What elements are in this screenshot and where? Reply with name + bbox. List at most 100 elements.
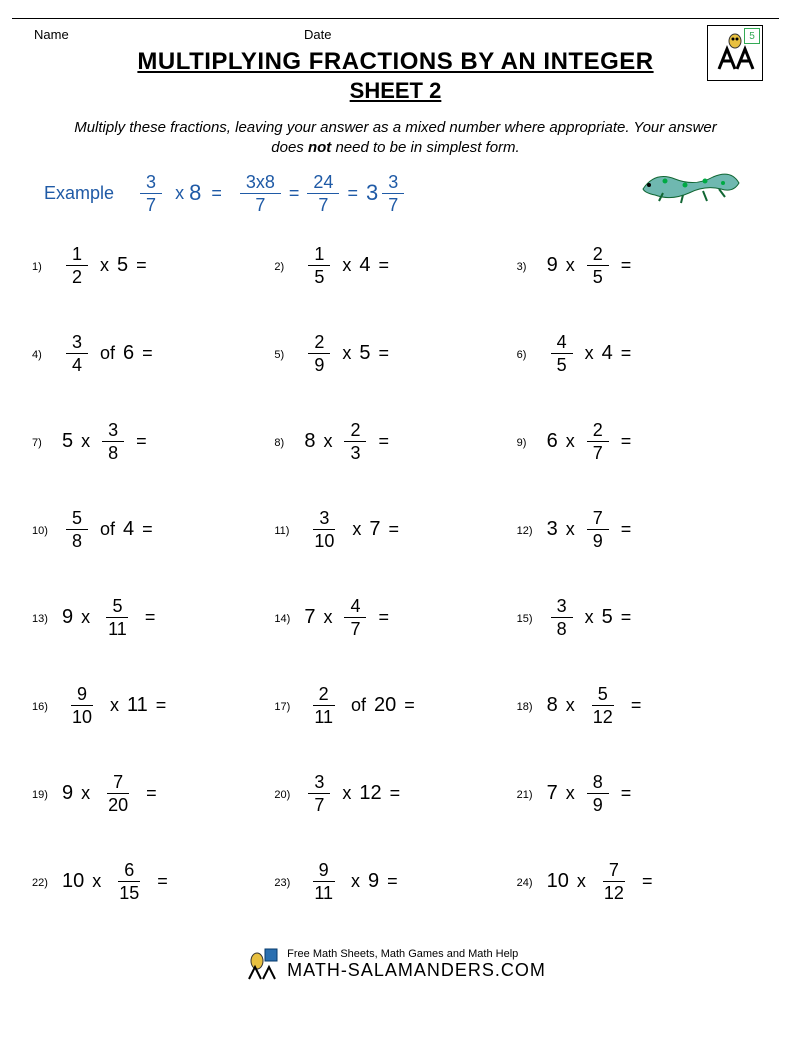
equals-sign: = bbox=[621, 343, 632, 364]
fraction: 89 bbox=[587, 773, 609, 814]
fraction: 37 bbox=[308, 773, 330, 814]
problem-cell: 10)58of4= bbox=[32, 509, 274, 550]
instructions-not: not bbox=[308, 139, 331, 156]
problem-number: 14) bbox=[274, 613, 290, 625]
fraction: 23 bbox=[344, 421, 366, 462]
fraction: 511 bbox=[102, 597, 133, 638]
example-frac3: 24 7 bbox=[307, 173, 339, 214]
problem-number: 2) bbox=[274, 261, 284, 273]
equals-sign: = bbox=[157, 871, 168, 892]
grade-badge: 5 bbox=[744, 28, 760, 44]
problem-row: 1)12x5=2)15x4=3)9x25= bbox=[32, 222, 759, 310]
problem-number: 11) bbox=[274, 525, 289, 537]
integer-value: 12 bbox=[359, 782, 381, 805]
fraction: 712 bbox=[598, 861, 630, 902]
integer-value: 20 bbox=[374, 694, 396, 717]
operator: of bbox=[100, 519, 115, 540]
fraction: 911 bbox=[308, 861, 339, 902]
integer-value: 4 bbox=[602, 342, 613, 365]
equals-sign: = bbox=[642, 871, 653, 892]
example-times1: x 8 = bbox=[170, 180, 222, 206]
equals-sign: = bbox=[378, 431, 389, 452]
equals-sign: = bbox=[378, 343, 389, 364]
problem-cell: 20)37x12= bbox=[274, 773, 516, 814]
fraction: 15 bbox=[308, 245, 330, 286]
problem-cell: 16)910x11= bbox=[32, 685, 274, 726]
integer-value: 3 bbox=[547, 518, 558, 541]
problem-cell: 7)5x38= bbox=[32, 421, 274, 462]
problem-row: 22)10x615=23)911x9=24)10x712= bbox=[32, 838, 759, 926]
equals-sign: = bbox=[404, 695, 415, 716]
problem-number: 3) bbox=[517, 261, 527, 273]
operator: of bbox=[351, 695, 366, 716]
equals-sign: = bbox=[621, 519, 632, 540]
problem-number: 16) bbox=[32, 701, 48, 713]
equals-sign: = bbox=[388, 519, 399, 540]
problem-number: 22) bbox=[32, 877, 48, 889]
problem-number: 15) bbox=[517, 613, 533, 625]
equals-sign: = bbox=[142, 519, 153, 540]
operator: x bbox=[566, 783, 575, 804]
footer-tagline: Free Math Sheets, Math Games and Math He… bbox=[287, 948, 546, 960]
problem-cell: 14) 7x 47 = bbox=[274, 597, 516, 638]
integer-value: 5 bbox=[602, 606, 613, 629]
problem-number: 23) bbox=[274, 877, 290, 889]
problem-number: 1) bbox=[32, 261, 42, 273]
problem-number: 5) bbox=[274, 349, 284, 361]
equals-sign: = bbox=[156, 695, 167, 716]
operator: x bbox=[566, 695, 575, 716]
integer-value: 7 bbox=[369, 518, 380, 541]
operator: x bbox=[81, 783, 90, 804]
problem-cell: 18)8x512= bbox=[517, 685, 759, 726]
problem-cell: 9)6x27= bbox=[517, 421, 759, 462]
equals-sign: = bbox=[136, 431, 147, 452]
title-line2: SHEET 2 bbox=[12, 78, 779, 104]
problem-cell: 6)45x4= bbox=[517, 333, 759, 374]
equals-sign: = bbox=[378, 607, 389, 628]
problem-number: 7) bbox=[32, 437, 42, 449]
problem-row: 10)58of4=11)310x7=12)3x79= bbox=[32, 486, 759, 574]
problem-cell: 13)9x511= bbox=[32, 597, 274, 638]
problem-cell: 5)29x5= bbox=[274, 333, 516, 374]
operator: x bbox=[323, 607, 332, 628]
problem-cell: 8)8x23= bbox=[274, 421, 516, 462]
fraction: 58 bbox=[66, 509, 88, 550]
operator: x bbox=[577, 871, 586, 892]
problem-row: 4)34of6=5)29x5=6)45x4= bbox=[32, 310, 759, 398]
equals-sign: = bbox=[142, 343, 153, 364]
fraction: 615 bbox=[113, 861, 145, 902]
title-line1: MULTIPLYING FRACTIONS BY AN INTEGER bbox=[12, 48, 779, 76]
fraction: 34 bbox=[66, 333, 88, 374]
title-block: MULTIPLYING FRACTIONS BY AN INTEGER SHEE… bbox=[12, 48, 779, 104]
operator: x bbox=[566, 519, 575, 540]
worksheet-page: Name Date 5 MULTIPLYING FRACTIONS BY AN … bbox=[12, 18, 779, 988]
problem-cell: 19)9x720= bbox=[32, 773, 274, 814]
fraction: 29 bbox=[308, 333, 330, 374]
integer-value: 4 bbox=[359, 254, 370, 277]
fraction: 47 bbox=[344, 597, 366, 638]
operator: x bbox=[81, 431, 90, 452]
problem-cell: 22)10x615= bbox=[32, 861, 274, 902]
date-label: Date bbox=[304, 27, 331, 42]
fraction: 720 bbox=[102, 773, 134, 814]
integer-value: 7 bbox=[304, 606, 315, 629]
equals-sign: = bbox=[631, 695, 642, 716]
fraction: 12 bbox=[66, 245, 88, 286]
integer-value: 9 bbox=[62, 782, 73, 805]
integer-value: 9 bbox=[62, 606, 73, 629]
example-frac2: 3x8 7 bbox=[240, 173, 281, 214]
instructions-after: need to be in simplest form. bbox=[331, 139, 519, 156]
integer-value: 5 bbox=[117, 254, 128, 277]
equals-sign: = bbox=[621, 607, 632, 628]
footer-site: MATH-SALAMANDERS.COM bbox=[287, 960, 546, 981]
equals-sign: = bbox=[621, 255, 632, 276]
integer-value: 5 bbox=[62, 430, 73, 453]
problem-cell: 15)38x5= bbox=[517, 597, 759, 638]
problem-number: 13) bbox=[32, 613, 48, 625]
fraction: 27 bbox=[587, 421, 609, 462]
operator: x bbox=[585, 607, 594, 628]
operator: x bbox=[585, 343, 594, 364]
problem-cell: 4)34of6= bbox=[32, 333, 274, 374]
problem-number: 10) bbox=[32, 525, 48, 537]
example-frac1: 3 7 bbox=[140, 173, 162, 214]
